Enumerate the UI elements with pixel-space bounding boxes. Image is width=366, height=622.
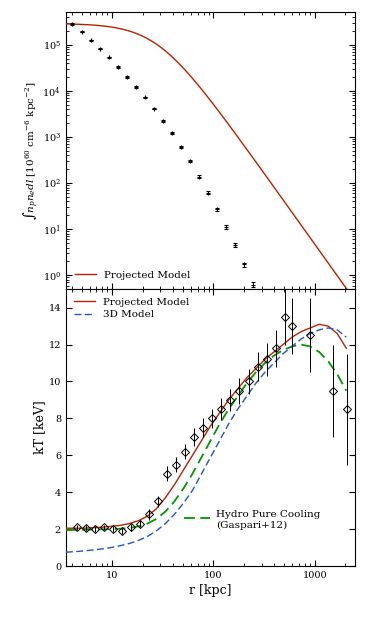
Text: Hydro Pure Cooling
(Gaspari+12): Hydro Pure Cooling (Gaspari+12) (216, 511, 321, 530)
Legend: Projected Model, 3D Model: Projected Model, 3D Model (71, 294, 193, 322)
Y-axis label: kT [keV]: kT [keV] (33, 401, 46, 455)
X-axis label: r [kpc]: r [kpc] (189, 584, 232, 597)
Legend: Projected Model: Projected Model (71, 266, 195, 284)
Y-axis label: $\int n_p n_e dl\ [10^{60}\ \mathrm{cm}^{-6}\ \mathrm{kpc}^{-2}]$: $\int n_p n_e dl\ [10^{60}\ \mathrm{cm}^… (21, 81, 40, 220)
